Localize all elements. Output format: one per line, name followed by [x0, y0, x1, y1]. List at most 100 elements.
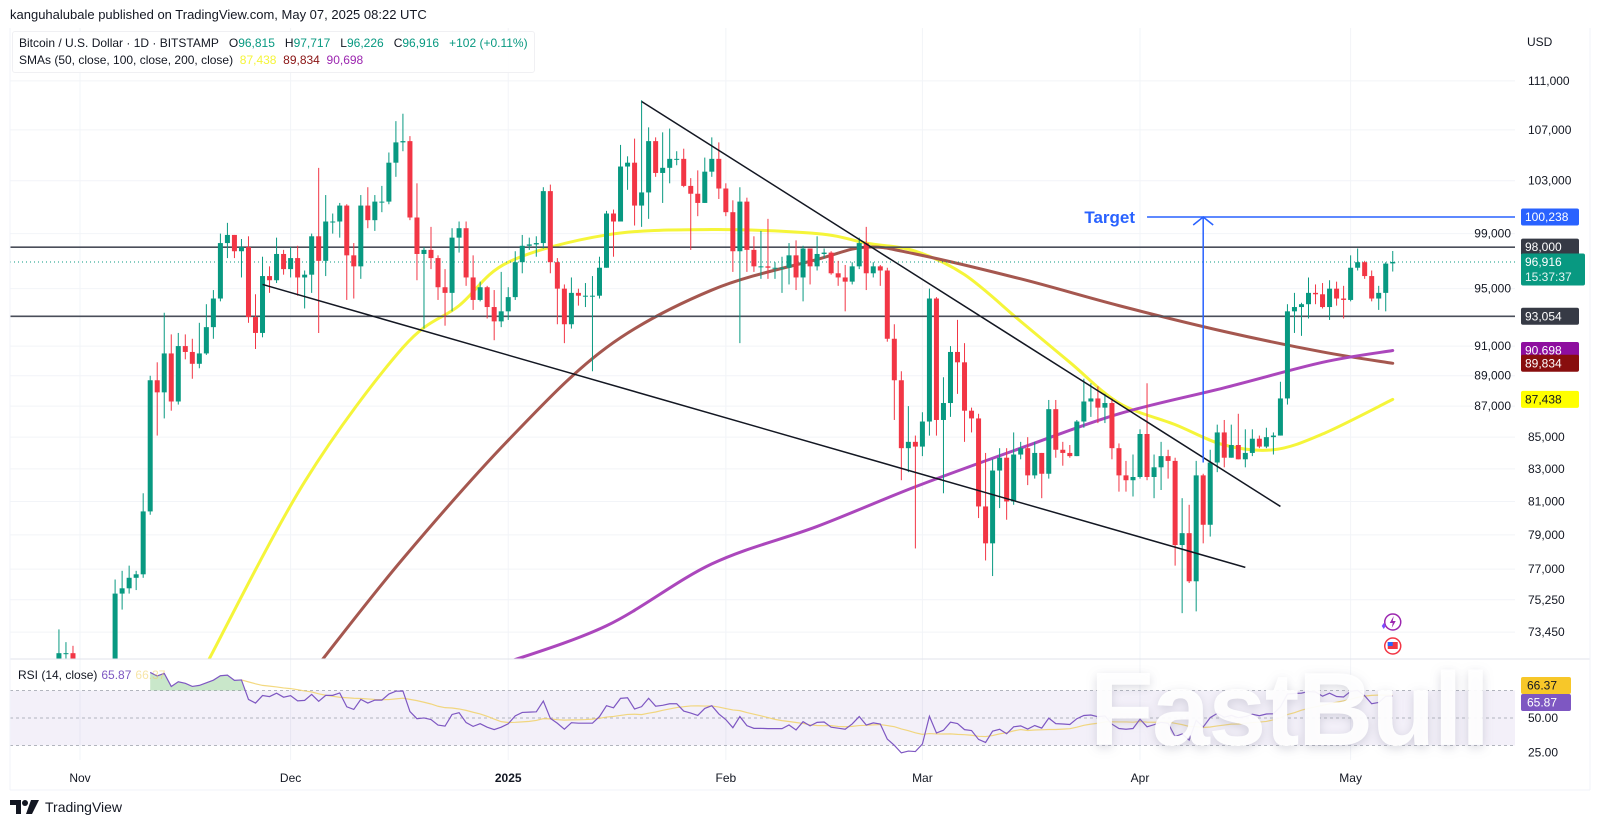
candle[interactable]	[681, 148, 687, 188]
candle[interactable]	[723, 183, 729, 217]
candle[interactable]	[1270, 432, 1276, 455]
candle[interactable]	[856, 237, 862, 270]
candle[interactable]	[688, 178, 694, 250]
sma-label[interactable]: SMAs (50, close, 100, close, 200, close)	[19, 53, 234, 67]
candle[interactable]	[912, 435, 918, 549]
candle[interactable]	[210, 290, 216, 339]
candle[interactable]	[1179, 498, 1185, 614]
candle[interactable]	[189, 338, 195, 379]
us-flag-icon[interactable]	[1383, 637, 1402, 655]
candle[interactable]	[1383, 262, 1389, 312]
candle[interactable]	[154, 362, 160, 436]
symbol-title[interactable]: Bitcoin / U.S. Dollar · 1D · BITSTAMP	[19, 36, 219, 50]
candle[interactable]	[1074, 419, 1080, 457]
rsi-label[interactable]: RSI (14, close)	[18, 668, 98, 682]
candle[interactable]	[1242, 429, 1248, 468]
candle[interactable]	[828, 251, 834, 275]
candle[interactable]	[217, 233, 223, 302]
candle[interactable]	[786, 243, 792, 285]
candle[interactable]	[604, 210, 609, 268]
candle[interactable]	[175, 332, 181, 405]
candle[interactable]	[147, 375, 153, 515]
candle[interactable]	[379, 185, 385, 213]
candle[interactable]	[955, 319, 960, 394]
target-label[interactable]: Target	[1084, 208, 1135, 227]
candle[interactable]	[400, 113, 406, 152]
candle[interactable]	[709, 137, 715, 177]
candle[interactable]	[267, 266, 273, 293]
candle[interactable]	[919, 412, 925, 457]
candle[interactable]	[484, 285, 490, 319]
candle[interactable]	[463, 221, 469, 286]
candle[interactable]	[940, 377, 946, 494]
candle[interactable]	[575, 288, 581, 306]
candle[interactable]	[1081, 378, 1087, 428]
candle[interactable]	[358, 195, 364, 279]
candle[interactable]	[1018, 441, 1024, 460]
candle[interactable]	[933, 297, 939, 436]
candle[interactable]	[302, 270, 308, 309]
candle[interactable]	[168, 334, 174, 411]
candle[interactable]	[1095, 386, 1101, 424]
candle[interactable]	[962, 343, 968, 442]
candle[interactable]	[807, 248, 813, 285]
candle[interactable]	[863, 226, 869, 291]
candle[interactable]	[905, 406, 911, 473]
candle[interactable]	[639, 100, 645, 227]
candle[interactable]	[1362, 260, 1368, 279]
candle[interactable]	[330, 213, 336, 234]
candle[interactable]	[947, 346, 953, 417]
candle[interactable]	[891, 324, 897, 420]
candle[interactable]	[898, 371, 904, 481]
candle[interactable]	[126, 565, 132, 594]
candle[interactable]	[716, 142, 722, 199]
candle[interactable]	[231, 234, 237, 259]
candle[interactable]	[112, 579, 118, 710]
candle[interactable]	[477, 281, 483, 302]
candle[interactable]	[1341, 285, 1347, 319]
candle[interactable]	[1053, 399, 1059, 458]
candle[interactable]	[1011, 432, 1017, 505]
candle[interactable]	[1144, 383, 1150, 481]
candle[interactable]	[835, 260, 841, 286]
candle[interactable]	[1088, 383, 1094, 417]
candle[interactable]	[1256, 435, 1262, 449]
candle[interactable]	[1228, 424, 1234, 458]
candle[interactable]	[1306, 277, 1311, 319]
candle[interactable]	[800, 245, 806, 302]
candle[interactable]	[926, 288, 932, 436]
candle[interactable]	[1334, 281, 1340, 306]
candle[interactable]	[428, 226, 434, 270]
candle[interactable]	[1004, 448, 1010, 520]
candle[interactable]	[449, 228, 455, 312]
candle[interactable]	[1214, 424, 1220, 473]
candle[interactable]	[596, 256, 602, 299]
candle[interactable]	[667, 128, 673, 184]
candle[interactable]	[702, 157, 708, 203]
candle[interactable]	[1151, 454, 1157, 499]
candle[interactable]	[884, 267, 890, 342]
candle[interactable]	[56, 629, 62, 702]
candle[interactable]	[1165, 449, 1171, 479]
candle[interactable]	[1193, 460, 1199, 612]
candle[interactable]	[1123, 460, 1129, 492]
candle[interactable]	[295, 245, 301, 296]
candle[interactable]	[870, 262, 876, 278]
candle[interactable]	[1390, 251, 1396, 272]
candle[interactable]	[526, 237, 532, 250]
candle[interactable]	[849, 262, 855, 285]
candle[interactable]	[646, 127, 652, 219]
candle[interactable]	[260, 256, 266, 338]
candle[interactable]	[730, 200, 736, 272]
candle[interactable]	[793, 240, 799, 291]
currency-label[interactable]: USD	[1527, 35, 1553, 49]
candle[interactable]	[744, 197, 750, 272]
candle[interactable]	[274, 237, 280, 284]
candle[interactable]	[421, 247, 427, 329]
candle[interactable]	[491, 290, 497, 341]
candle[interactable]	[1235, 413, 1241, 460]
candle[interactable]	[442, 269, 448, 326]
candle[interactable]	[1284, 304, 1290, 405]
candle[interactable]	[1130, 454, 1136, 497]
candle[interactable]	[1025, 437, 1031, 486]
